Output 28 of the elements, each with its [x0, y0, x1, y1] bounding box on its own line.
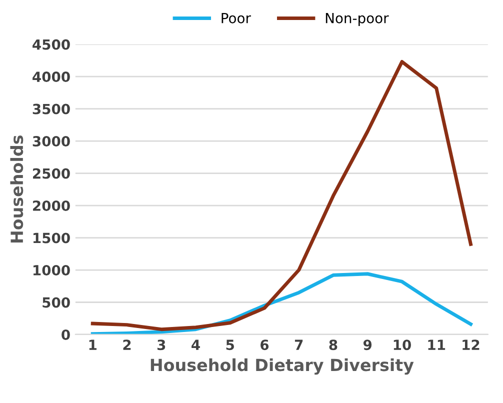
- y-tick-label: 500: [42, 297, 70, 308]
- legend-label: Poor: [222, 13, 251, 24]
- x-tick-label: 5: [226, 340, 234, 350]
- y-axis-title: Households: [10, 136, 24, 243]
- y-tick-label: 4500: [32, 39, 70, 50]
- y-tick-label: 3500: [32, 104, 70, 114]
- y-tick-label: 1500: [34, 232, 70, 244]
- x-tick-label: 3: [157, 340, 166, 350]
- y-tick-label: 1000: [34, 264, 70, 276]
- x-tick-label: 12: [462, 340, 480, 350]
- x-tick-label: 10: [394, 340, 411, 350]
- y-tick-label: 0: [62, 329, 70, 340]
- legend-label: Non-poor: [326, 13, 389, 26]
- x-tick-label: 7: [294, 340, 303, 350]
- x-tick-label: 8: [329, 340, 338, 350]
- x-tick-label: 6: [260, 340, 269, 350]
- y-tick-label: 2500: [33, 168, 70, 179]
- line-series: [90, 272, 472, 334]
- y-tick-label: 2000: [33, 200, 70, 212]
- line-series: [90, 60, 472, 332]
- x-tick-label: 1: [89, 340, 97, 350]
- x-axis-title: Household Dietary Diversity: [150, 358, 414, 375]
- x-tick-label: 2: [123, 340, 131, 350]
- y-tick-label: 3000: [32, 136, 70, 147]
- x-tick-label: 4: [192, 340, 200, 350]
- x-tick-label: 11: [428, 340, 446, 350]
- x-tick-label: 9: [363, 340, 372, 350]
- y-tick-label: 4000: [32, 72, 70, 82]
